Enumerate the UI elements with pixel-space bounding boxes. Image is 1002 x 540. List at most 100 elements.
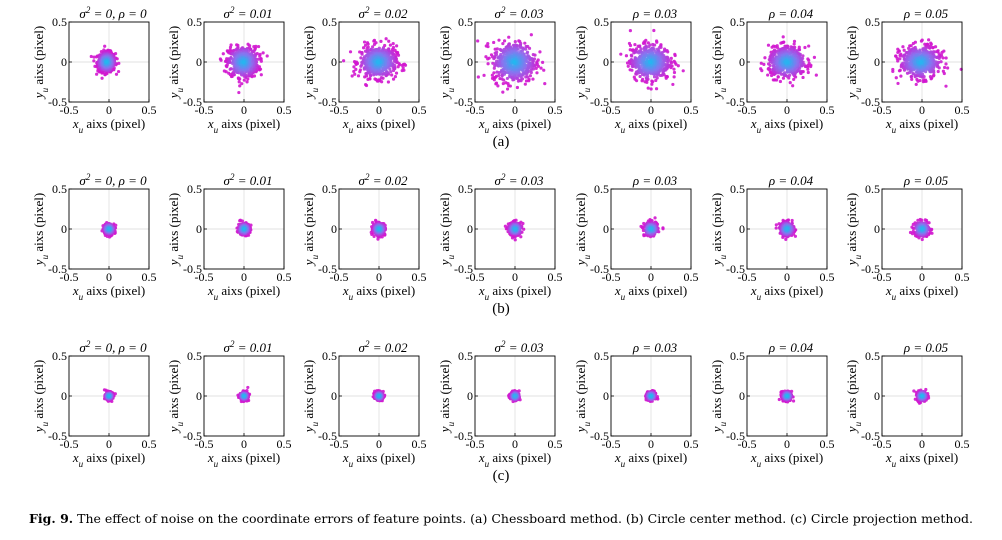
data-point (513, 238, 517, 242)
data-point (814, 73, 818, 77)
y-tick-label: -0.5 (454, 95, 473, 109)
data-point (632, 75, 636, 79)
data-point (513, 227, 517, 231)
data-point (891, 67, 895, 72)
data-point (661, 226, 665, 230)
data-point (628, 29, 632, 33)
subplot-title: σ2 = 0.03 (495, 172, 544, 188)
y-axis-label: yu aixs (pixel) (301, 193, 320, 267)
data-point (356, 74, 361, 78)
data-point (519, 45, 523, 50)
data-point (918, 59, 923, 64)
subplot-title: σ2 = 0.01 (224, 172, 273, 188)
data-point (242, 227, 246, 231)
data-point (354, 67, 358, 71)
data-point (228, 60, 232, 65)
subplot: -0.5 0 0.50.50-0.5xu aixs (pixel)yu aixs (… (709, 6, 835, 135)
data-point (376, 60, 380, 64)
data-point (360, 52, 364, 56)
data-point (391, 42, 395, 46)
data-point (915, 77, 919, 82)
data-point (396, 65, 400, 69)
data-point (245, 80, 249, 84)
data-point (940, 50, 944, 55)
scatter-points (503, 218, 526, 242)
data-point (652, 75, 657, 79)
y-tick-label: 0 (331, 222, 337, 236)
x-axis-label: xu aixs (pixel) (72, 116, 145, 135)
data-point (527, 46, 532, 50)
y-axis-label: yu aixs (pixel) (437, 193, 456, 267)
y-tick-label: 0.5 (458, 182, 473, 196)
data-point (224, 70, 228, 74)
data-point (941, 69, 945, 73)
data-point (529, 33, 533, 37)
data-point (482, 73, 486, 77)
x-tick-label: 0.5 (142, 103, 157, 117)
data-point (781, 35, 785, 39)
data-point (379, 39, 383, 43)
data-point (92, 55, 96, 59)
data-point (107, 227, 111, 231)
x-tick-label: 0.5 (412, 270, 427, 284)
x-tick-label: 0 (376, 103, 382, 117)
row-a: -0.5 0 0.5 0.5 0 -0.5 xu aixs (pixel) yu aixs (… (31, 5, 970, 150)
y-tick-label: -0.5 (726, 95, 745, 109)
data-point (390, 73, 394, 77)
y-tick-label: 0.5 (865, 15, 880, 29)
data-point (523, 82, 527, 86)
data-point (497, 38, 501, 42)
data-point (653, 43, 657, 47)
scatter-points (218, 42, 269, 95)
data-point (672, 70, 677, 75)
data-point (539, 66, 543, 70)
data-point (672, 67, 676, 71)
data-point (342, 59, 346, 63)
data-point (791, 84, 795, 88)
data-point (247, 44, 252, 48)
subplot-title: σ2 = 0.02 (359, 172, 408, 188)
data-point (909, 74, 914, 79)
data-point (114, 72, 119, 76)
data-point (909, 44, 913, 48)
data-point (798, 69, 803, 73)
data-point (538, 50, 542, 54)
scatter-points (891, 38, 963, 88)
data-point (228, 45, 233, 50)
data-point (762, 62, 766, 66)
data-point (626, 64, 630, 68)
data-point (944, 62, 948, 66)
data-point (894, 76, 898, 80)
data-point (373, 77, 377, 81)
scatter-points (619, 28, 685, 91)
data-point (781, 76, 786, 80)
y-tick-label: -0.5 (590, 95, 609, 109)
data-point (543, 82, 547, 86)
data-point (653, 216, 657, 220)
x-axis-label: xu aixs (pixel) (885, 116, 958, 135)
data-point (531, 77, 535, 81)
data-point (650, 79, 654, 83)
scatter-points (759, 35, 818, 88)
data-point (519, 235, 523, 239)
data-point (792, 42, 796, 46)
data-point (261, 51, 265, 55)
subplot: -0.5 0 0.50.50-0.5xu aixs (pixel)yu aixs (… (166, 5, 292, 135)
data-point (525, 51, 529, 55)
data-point (641, 77, 645, 81)
data-point (515, 85, 520, 90)
y-tick-label: -0.5 (183, 95, 202, 109)
data-point (259, 73, 263, 77)
data-point (946, 66, 950, 70)
y-axis-label: yu aixs (pixel) (31, 26, 50, 100)
x-tick-label: 0.5 (277, 270, 292, 284)
x-tick-label: 0.5 (548, 270, 563, 284)
data-point (783, 71, 787, 75)
data-point (103, 44, 107, 48)
data-point (773, 52, 777, 56)
data-point (806, 70, 810, 75)
x-tick-label: 0 (648, 103, 654, 117)
subplot-title: σ2 = 0, ρ = 0 (79, 172, 147, 188)
data-point (812, 55, 817, 59)
data-point (766, 43, 771, 47)
